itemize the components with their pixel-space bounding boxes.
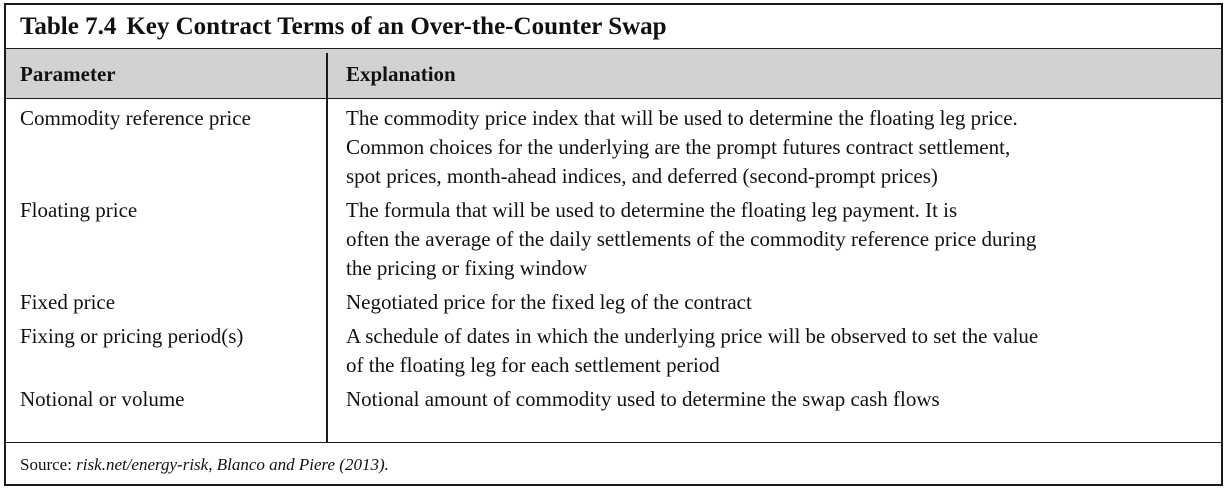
row-parameter: Commodity reference price <box>20 106 251 130</box>
table-header-row: Parameter Explanation <box>6 49 1221 99</box>
row-parameter: Notional or volume <box>20 387 185 411</box>
explanation-line: Negotiated price for the fixed leg of th… <box>346 290 752 314</box>
row-parameter: Fixed price <box>20 290 116 314</box>
column-divider <box>326 53 328 442</box>
header-explanation: Explanation <box>346 62 456 86</box>
table-title: Table 7.4 Key Contract Terms of an Over-t… <box>6 5 1221 49</box>
explanation-line: the pricing or fixing window <box>346 256 588 280</box>
source-reference: risk.net/energy-risk, Blanco and Piere (… <box>76 455 389 474</box>
table-body: Commodity reference price The commodity … <box>6 99 1221 442</box>
row-parameter: Fixing or pricing period(s) <box>20 324 244 348</box>
explanation-line: A schedule of dates in which the underly… <box>346 324 1039 348</box>
row-explanation: Negotiated price for the fixed leg of th… <box>346 288 1206 317</box>
contract-terms-table: Table 7.4 Key Contract Terms of an Over-t… <box>4 3 1223 486</box>
row-explanation: Notional amount of commodity used to det… <box>346 385 1206 414</box>
header-parameter: Parameter <box>20 62 116 86</box>
row-explanation: The commodity price index that will be u… <box>346 104 1206 191</box>
explanation-line: Notional amount of commodity used to det… <box>346 387 940 411</box>
table-title-text: Key Contract Terms of an Over-the-Counte… <box>126 13 667 40</box>
table-number: Table 7.4 <box>20 13 117 40</box>
explanation-line: Common choices for the underlying are th… <box>346 135 1011 159</box>
explanation-line: often the average of the daily settlemen… <box>346 227 1037 251</box>
explanation-line: spot prices, month-ahead indices, and de… <box>346 164 938 188</box>
explanation-line: of the floating leg for each settlement … <box>346 353 720 377</box>
source-label: Source: <box>20 455 72 474</box>
row-parameter: Floating price <box>20 198 138 222</box>
row-explanation: A schedule of dates in which the underly… <box>346 322 1206 380</box>
row-explanation: The formula that will be used to determi… <box>346 196 1206 283</box>
explanation-line: The commodity price index that will be u… <box>346 106 1018 130</box>
table-source-note: Source: risk.net/energy-risk, Blanco and… <box>6 442 1221 486</box>
explanation-line: The formula that will be used to determi… <box>346 198 958 222</box>
